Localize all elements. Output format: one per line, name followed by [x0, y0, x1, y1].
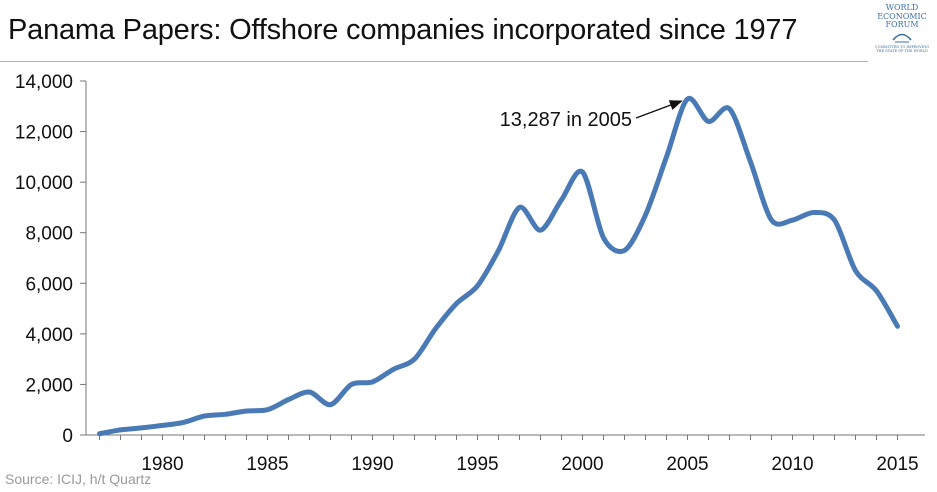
- logo-line-1: WORLD: [885, 3, 919, 12]
- logo-line-2: ECONOMIC: [877, 11, 927, 21]
- y-tick-label: 2,000: [25, 375, 73, 396]
- title-divider: [0, 61, 868, 62]
- chart-series: [97, 95, 900, 437]
- y-tick-label: 6,000: [25, 274, 73, 295]
- x-tick-label: 1995: [456, 454, 498, 475]
- x-tick-label: 1990: [351, 454, 393, 475]
- y-tick-label: 8,000: [25, 224, 73, 245]
- annotation-label: 13,287 in 2005: [500, 109, 632, 131]
- y-tick-label: 14,000: [15, 72, 73, 93]
- chart-axes: [85, 81, 925, 436]
- x-tick-label: 1980: [141, 454, 183, 475]
- chart-ticks: 0 2,000 4,000 6,000 8,000 10,000 12,000 14,000 1…: [15, 72, 919, 475]
- chart-title: Panama Papers: Offshore companies incorp…: [8, 14, 798, 46]
- x-tick-label: 2010: [771, 454, 813, 475]
- wef-arc-logo-icon: [892, 33, 912, 43]
- logo-line-3: FORUM: [885, 20, 919, 29]
- x-tick-label: 1985: [246, 454, 288, 475]
- y-tick-label: 10,000: [15, 173, 73, 194]
- chart-annotations: 13,287 in 2005: [500, 100, 683, 131]
- x-tick-label: 2005: [666, 454, 708, 475]
- x-tick-label: 2015: [876, 454, 918, 475]
- wef-logo-tagline: COMMITTED TO IMPROVING THE STATE OF THE …: [874, 45, 930, 53]
- annotation-arrow: [635, 100, 683, 119]
- x-tick-label: 2000: [561, 454, 603, 475]
- y-tick-label: 0: [62, 426, 73, 447]
- source-note: Source: ICIJ, h/t Quartz: [5, 471, 152, 487]
- series-line: [97, 95, 900, 437]
- y-tick-label: 4,000: [25, 325, 73, 346]
- wef-logo: WORLD ECONOMIC FORUM COMMITTED TO IMPROV…: [871, 3, 933, 62]
- wef-logo-wordmark: WORLD ECONOMIC FORUM: [871, 3, 933, 30]
- y-tick-label: 12,000: [15, 123, 73, 144]
